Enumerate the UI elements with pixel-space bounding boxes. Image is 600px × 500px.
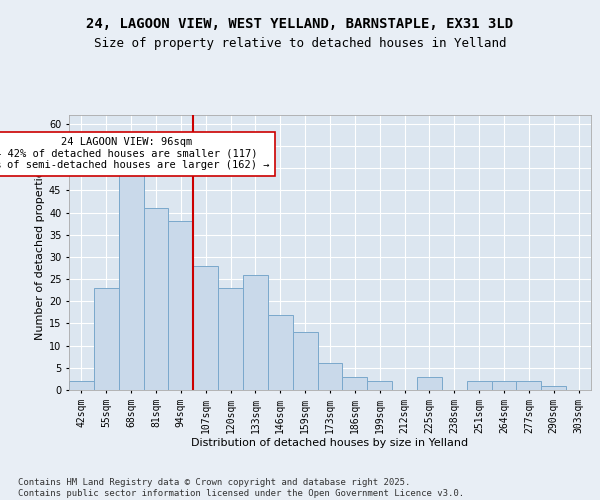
Text: 24, LAGOON VIEW, WEST YELLAND, BARNSTAPLE, EX31 3LD: 24, LAGOON VIEW, WEST YELLAND, BARNSTAPL… — [86, 18, 514, 32]
Bar — [119, 168, 143, 390]
Bar — [69, 381, 94, 390]
Bar — [541, 386, 566, 390]
Text: 24 LAGOON VIEW: 96sqm
← 42% of detached houses are smaller (117)
58% of semi-det: 24 LAGOON VIEW: 96sqm ← 42% of detached … — [0, 137, 270, 170]
X-axis label: Distribution of detached houses by size in Yelland: Distribution of detached houses by size … — [191, 438, 469, 448]
Bar — [268, 314, 293, 390]
Bar — [243, 274, 268, 390]
Bar — [467, 381, 491, 390]
Y-axis label: Number of detached properties: Number of detached properties — [35, 165, 44, 340]
Bar — [169, 222, 193, 390]
Bar — [317, 364, 343, 390]
Bar — [94, 288, 119, 390]
Bar — [343, 376, 367, 390]
Bar — [143, 208, 169, 390]
Bar — [193, 266, 218, 390]
Bar — [417, 376, 442, 390]
Text: Size of property relative to detached houses in Yelland: Size of property relative to detached ho… — [94, 38, 506, 51]
Bar — [293, 332, 317, 390]
Bar — [491, 381, 517, 390]
Bar — [367, 381, 392, 390]
Bar — [517, 381, 541, 390]
Text: Contains HM Land Registry data © Crown copyright and database right 2025.
Contai: Contains HM Land Registry data © Crown c… — [18, 478, 464, 498]
Bar — [218, 288, 243, 390]
